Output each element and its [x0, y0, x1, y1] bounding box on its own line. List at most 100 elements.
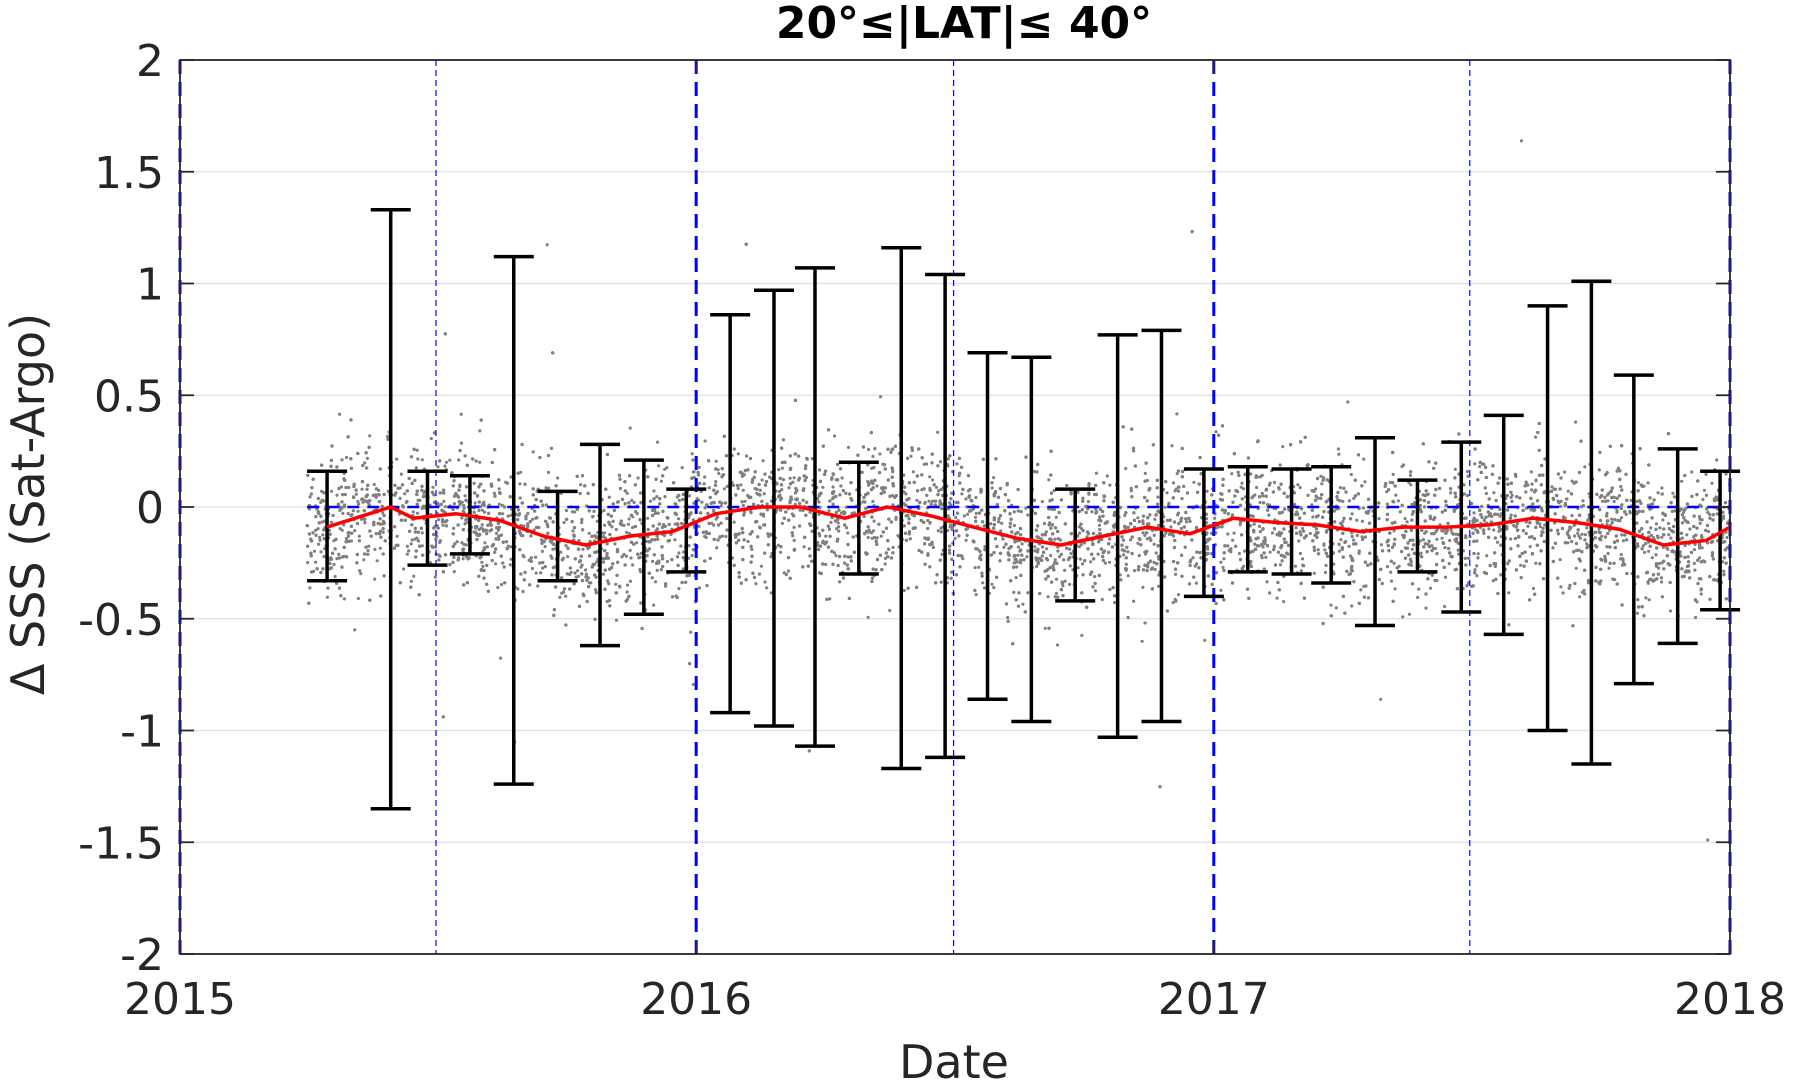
scatter-point [788, 476, 792, 480]
scatter-point [1668, 609, 1673, 613]
scatter-point [1418, 503, 1422, 508]
scatter-point [1270, 531, 1274, 535]
scatter-point [1578, 595, 1582, 599]
scatter-point [1528, 545, 1532, 549]
scatter-point [647, 547, 652, 551]
scatter-point [381, 511, 385, 515]
scatter-point [1617, 494, 1621, 498]
scatter-point [353, 628, 357, 632]
scatter-point [1232, 531, 1236, 535]
scatter-point [1612, 499, 1616, 504]
scatter-point [1385, 565, 1390, 569]
scatter-point [480, 523, 484, 527]
scatter-point [1265, 580, 1269, 584]
scatter-point [1708, 512, 1712, 517]
scatter-point [606, 579, 610, 583]
scatter-point [1280, 531, 1284, 535]
scatter-point [321, 533, 325, 537]
scatter-point [1205, 489, 1209, 493]
scatter-point [1583, 533, 1587, 537]
scatter-point [1032, 469, 1036, 474]
scatter-point [1710, 481, 1714, 485]
scatter-point [1240, 481, 1244, 485]
scatter-point [1692, 548, 1696, 552]
scatter-point [840, 476, 844, 480]
scatter-point [1391, 472, 1395, 476]
scatter-point [1377, 517, 1381, 521]
scatter-point [1417, 587, 1421, 591]
scatter-point [1329, 603, 1333, 607]
scatter-point [1572, 523, 1576, 528]
scatter-point [614, 618, 619, 622]
scatter-point [1105, 474, 1109, 478]
scatter-point [1473, 462, 1477, 466]
scatter-point [1393, 587, 1397, 591]
scatter-point [715, 546, 719, 550]
scatter-point [1231, 538, 1235, 542]
scatter-point [1164, 531, 1168, 535]
scatter-point [1606, 499, 1610, 503]
scatter-point [1473, 568, 1477, 572]
scatter-point [1619, 516, 1624, 520]
scatter-point [546, 470, 551, 474]
scatter-point [776, 543, 781, 547]
scatter-point [329, 520, 333, 524]
scatter-point [714, 480, 718, 484]
scatter-point [628, 579, 633, 583]
scatter-point [455, 540, 459, 544]
scatter-point [375, 559, 379, 563]
scatter-point [742, 510, 747, 514]
scatter-point [628, 426, 632, 430]
scatter-point [1635, 542, 1640, 546]
scatter-point [1156, 495, 1160, 499]
scatter-point [1577, 548, 1581, 552]
scatter-point [937, 489, 941, 493]
scatter-point [1123, 513, 1127, 518]
scatter-point [1646, 581, 1650, 585]
scatter-point [508, 563, 512, 567]
scatter-point [1394, 493, 1398, 497]
scatter-point [1654, 522, 1659, 526]
scatter-point [1258, 500, 1262, 505]
scatter-point [338, 412, 342, 416]
scatter-point [1180, 497, 1184, 501]
scatter-point [1605, 523, 1609, 527]
scatter-point [1541, 526, 1545, 531]
scatter-point [543, 545, 547, 549]
scatter-point [872, 519, 876, 523]
scatter-point [1410, 512, 1414, 516]
scatter-point [1487, 527, 1491, 531]
scatter-point [359, 572, 363, 576]
scatter-point [365, 456, 369, 460]
scatter-point [948, 501, 952, 505]
scatter-point [1063, 579, 1067, 583]
scatter-point [531, 450, 535, 454]
scatter-point [1143, 533, 1147, 538]
scatter-point [1046, 567, 1050, 571]
scatter-point [459, 412, 463, 416]
scatter-point [496, 585, 500, 590]
scatter-point [1068, 582, 1072, 587]
scatter-point [564, 508, 569, 513]
scatter-point [587, 509, 591, 513]
scatter-point [381, 530, 385, 534]
scatter-point [1341, 519, 1345, 523]
scatter-point [1448, 538, 1452, 543]
scatter-point [866, 535, 870, 540]
scatter-point [461, 509, 465, 513]
scatter-point [659, 568, 664, 572]
scatter-point [831, 485, 835, 489]
scatter-point [1169, 525, 1173, 529]
scatter-point [581, 547, 585, 551]
scatter-point [837, 529, 841, 533]
scatter-point [1152, 533, 1156, 538]
scatter-point [1669, 536, 1673, 540]
scatter-point [566, 555, 570, 559]
scatter-point [1482, 528, 1486, 532]
scatter-point [1016, 553, 1020, 557]
scatter-point [791, 480, 795, 484]
scatter-point [689, 630, 693, 634]
scatter-point [692, 470, 696, 474]
scatter-point [1012, 523, 1017, 528]
scatter-point [835, 527, 839, 531]
